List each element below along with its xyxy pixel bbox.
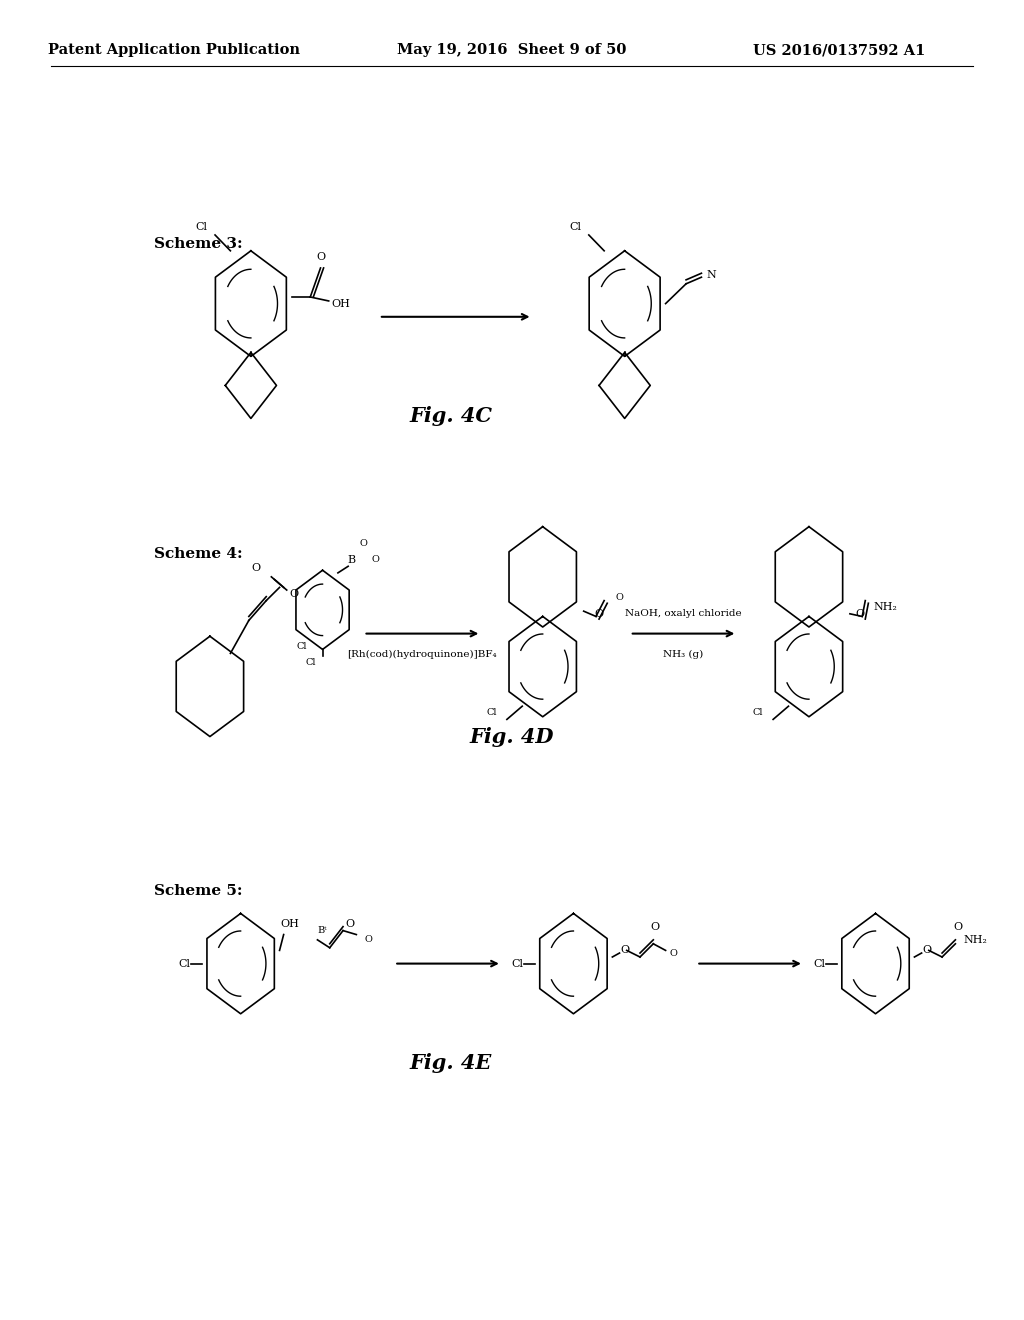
Text: O: O — [856, 609, 864, 619]
Text: O: O — [365, 936, 373, 944]
Text: US 2016/0137592 A1: US 2016/0137592 A1 — [754, 44, 926, 57]
Text: Scheme 5:: Scheme 5: — [154, 884, 242, 898]
Text: Fig. 4D: Fig. 4D — [470, 726, 554, 747]
Text: O: O — [615, 594, 624, 602]
Text: O: O — [651, 921, 659, 932]
Text: OH: OH — [281, 919, 299, 929]
Text: O: O — [346, 919, 354, 929]
Text: O: O — [595, 609, 603, 619]
Text: Cl: Cl — [486, 709, 497, 717]
Text: O: O — [670, 949, 678, 957]
Text: OH: OH — [332, 298, 350, 309]
Text: [Rh(cod)(hydroquinone)]BF₄: [Rh(cod)(hydroquinone)]BF₄ — [347, 649, 498, 659]
Text: NH₂: NH₂ — [964, 935, 988, 945]
Text: Cl: Cl — [569, 222, 582, 232]
Text: Cl: Cl — [511, 958, 523, 969]
Text: Bᵗ: Bᵗ — [317, 927, 328, 935]
Text: Scheme 3:: Scheme 3: — [154, 238, 243, 251]
Text: O: O — [316, 252, 325, 263]
Text: Cl: Cl — [297, 643, 307, 651]
Text: N: N — [707, 269, 717, 280]
Text: Cl: Cl — [196, 222, 208, 232]
Text: May 19, 2016  Sheet 9 of 50: May 19, 2016 Sheet 9 of 50 — [397, 44, 627, 57]
Text: Patent Application Publication: Patent Application Publication — [48, 44, 300, 57]
Text: Fig. 4E: Fig. 4E — [410, 1052, 492, 1073]
Text: NH₂: NH₂ — [873, 602, 898, 612]
Text: O: O — [923, 945, 931, 956]
Text: O: O — [290, 589, 298, 599]
Text: B: B — [347, 554, 355, 565]
Text: Cl: Cl — [178, 958, 190, 969]
Text: Fig. 4C: Fig. 4C — [409, 405, 493, 426]
Text: O: O — [953, 921, 962, 932]
Text: Cl: Cl — [305, 659, 315, 667]
Text: O: O — [252, 562, 260, 573]
Text: NaOH, oxalyl chloride: NaOH, oxalyl chloride — [626, 609, 741, 618]
Text: O: O — [372, 556, 380, 564]
Text: O: O — [359, 540, 368, 548]
Text: NH₃ (g): NH₃ (g) — [664, 649, 703, 659]
Text: Scheme 4:: Scheme 4: — [154, 548, 243, 561]
Text: Cl: Cl — [813, 958, 825, 969]
Text: O: O — [621, 945, 629, 956]
Text: Cl: Cl — [753, 709, 763, 717]
